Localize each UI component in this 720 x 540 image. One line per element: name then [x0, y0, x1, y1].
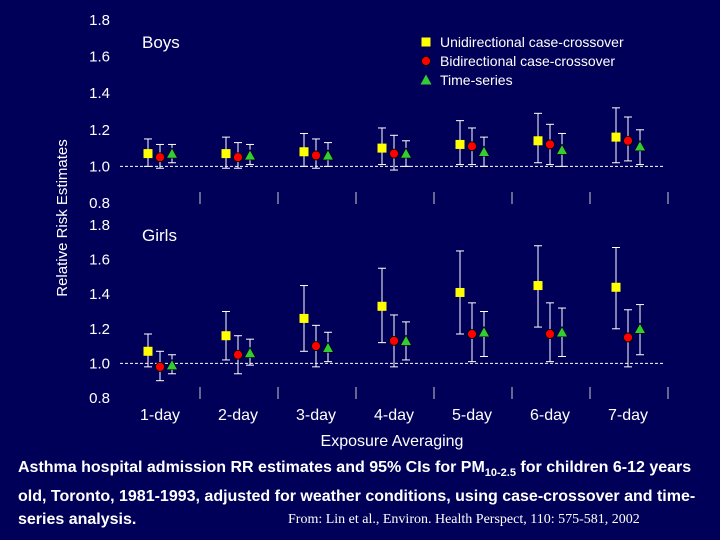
data-point-triangle — [477, 326, 491, 338]
data-point-square — [533, 281, 543, 291]
legend-marker-triangle — [420, 74, 432, 85]
data-point-square — [299, 147, 309, 157]
y-tick-label: 0.8 — [89, 195, 110, 212]
data-point-circle — [311, 341, 321, 352]
data-point-triangle — [633, 140, 647, 152]
data-point-triangle — [321, 341, 335, 353]
data-point-square — [299, 313, 309, 323]
data-point-circle — [233, 349, 243, 360]
data-point-square — [455, 139, 465, 149]
data-point-circle — [233, 152, 243, 163]
legend-marker-circle — [421, 56, 431, 66]
data-point-triangle — [243, 149, 257, 161]
source-citation: From: Lin et al., Environ. Health Perspe… — [288, 512, 640, 527]
y-tick-label: 1.2 — [89, 122, 110, 139]
data-point-triangle — [399, 334, 413, 346]
data-point-square — [377, 143, 387, 153]
data-point-circle — [311, 150, 321, 161]
data-point-circle — [623, 135, 633, 146]
x-category-label: 4-day — [374, 407, 414, 424]
data-point-circle — [545, 329, 555, 339]
data-point-circle — [467, 141, 477, 152]
data-point-square — [143, 346, 153, 356]
panel-title: Boys — [142, 33, 180, 52]
relative-risk-chart: 0.8 1.0 1.2 1.4 1.6 1.8 Boys 0.8 1.0 1.2 1.4 1.6 1.8… — [54, 12, 669, 450]
y-tick-label: 1.4 — [89, 286, 110, 303]
data-point-circle — [389, 148, 399, 159]
data-point-circle — [467, 329, 477, 339]
figure-caption: Asthma hospital admission RR estimates a… — [18, 456, 708, 531]
data-point-square — [533, 136, 543, 146]
y-tick-label: 1.0 — [89, 158, 110, 175]
data-point-square — [611, 282, 621, 292]
data-point-circle — [155, 361, 165, 372]
x-category-label: 3-day — [296, 407, 336, 424]
y-axis-title: Relative Risk Estimates — [54, 139, 71, 297]
data-point-triangle — [165, 147, 179, 159]
x-category-label: 1-day — [140, 407, 180, 424]
data-point-circle — [155, 152, 165, 163]
caption-text-end: for children 6-12 years old, Toronto, 19… — [18, 459, 696, 529]
y-tick-label: 1.2 — [89, 321, 110, 338]
data-point-circle — [389, 336, 399, 346]
x-category-label: 7-day — [608, 407, 648, 424]
data-point-square — [221, 331, 231, 341]
panel-title: Girls — [142, 226, 177, 245]
data-point-triangle — [165, 359, 179, 370]
data-point-square — [377, 301, 387, 311]
data-point-triangle — [321, 149, 335, 161]
legend-marker-square — [421, 37, 431, 47]
legend-label: Time-series — [440, 72, 513, 88]
x-category-label: 5-day — [452, 407, 492, 424]
data-point-triangle — [633, 322, 647, 334]
y-tick-label: 1.8 — [89, 12, 110, 29]
data-point-triangle — [243, 346, 257, 358]
x-category-label: 2-day — [218, 407, 258, 424]
y-tick-label: 1.6 — [89, 49, 110, 66]
data-point-circle — [545, 139, 555, 150]
y-tick-label: 1.8 — [89, 217, 110, 234]
x-category-label: 6-day — [530, 407, 570, 424]
data-point-square — [221, 149, 231, 159]
legend-label: Bidirectional case-crossover — [440, 53, 615, 69]
y-tick-label: 1.6 — [89, 252, 110, 269]
caption-text-start: Asthma hospital admission RR estimates a… — [18, 459, 485, 476]
caption-subscript: 10-2.5 — [484, 467, 516, 480]
y-tick-label: 1.0 — [89, 355, 110, 372]
data-point-circle — [623, 332, 633, 343]
data-point-triangle — [477, 145, 491, 157]
data-point-square — [611, 132, 621, 142]
data-point-triangle — [555, 326, 569, 338]
data-point-square — [455, 287, 465, 297]
y-tick-label: 1.4 — [89, 85, 110, 102]
data-point-triangle — [555, 143, 569, 155]
data-point-square — [143, 149, 153, 159]
legend-label: Unidirectional case-crossover — [440, 34, 624, 50]
y-tick-label: 0.8 — [89, 390, 110, 407]
x-axis-title: Exposure Averaging — [321, 433, 464, 450]
data-point-triangle — [399, 147, 413, 159]
